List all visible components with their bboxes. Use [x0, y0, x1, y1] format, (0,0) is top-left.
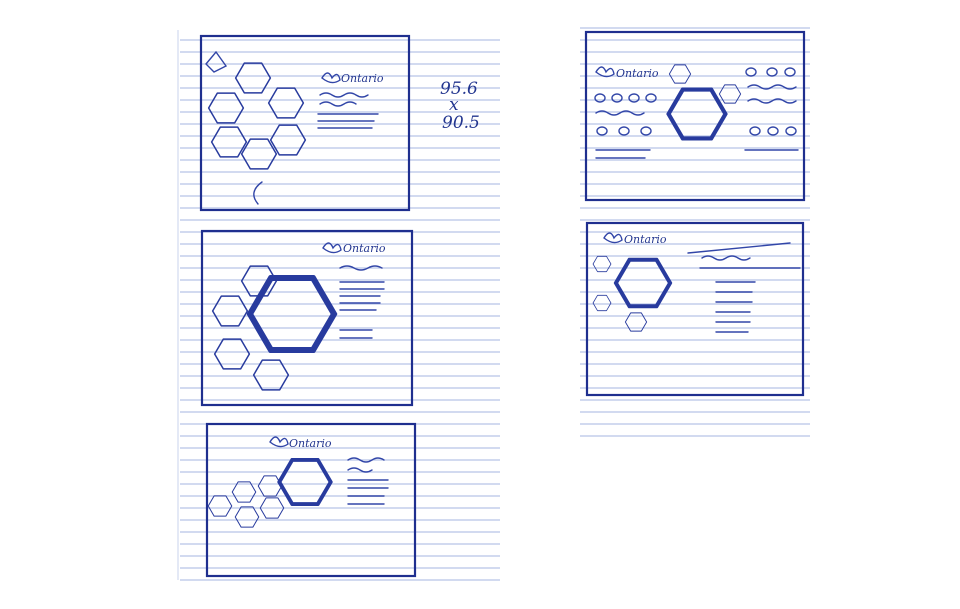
- hexagon-icon: [207, 92, 245, 124]
- hexagon-icon: [592, 294, 612, 312]
- hexagon-icon: [613, 257, 673, 309]
- circle-row-left-bottom: [596, 126, 652, 136]
- circle-row-right-bottom: [749, 126, 797, 136]
- hexagon-icon: [234, 506, 260, 528]
- hexagon-icon: [210, 126, 248, 158]
- hexagon-icon: [592, 255, 612, 273]
- circle-row-left-top: [594, 93, 657, 103]
- ruled-lines: [180, 27, 810, 581]
- logo-text: Ontario: [289, 437, 332, 450]
- hexagon-icon: [269, 124, 307, 156]
- sketch-1-frame: [199, 34, 411, 212]
- sketch-1-doodle-arc: [253, 181, 263, 205]
- hexagon-icon: [240, 138, 278, 170]
- trillium-logo-icon: [321, 72, 341, 84]
- text-line: [319, 101, 357, 107]
- sketch-4: Ontario: [584, 30, 806, 202]
- dimension-width: 95.6: [440, 79, 478, 99]
- logo-text: Ontario: [343, 242, 386, 255]
- hexagon-icon: [211, 295, 249, 327]
- sketch-5-frame: [585, 221, 805, 397]
- sketch-4-frame: [584, 30, 806, 202]
- hexagon-icon: [668, 64, 692, 84]
- dimension-by: x: [449, 95, 459, 115]
- sketch-1-hex-cluster: [207, 62, 307, 170]
- dimension-height: 90.5: [442, 113, 480, 133]
- trillium-logo-icon: [269, 436, 289, 448]
- dimension-note: 95.6 x 90.5: [440, 79, 480, 133]
- hexagon-icon: [267, 87, 305, 119]
- hexagon-icon: [666, 87, 728, 141]
- logo-text: Ontario: [616, 67, 659, 80]
- text-line: [747, 98, 797, 104]
- hexagon-icon: [277, 458, 333, 506]
- text-line: [687, 242, 791, 254]
- trillium-logo-icon: [603, 232, 623, 244]
- text-line: [701, 255, 751, 261]
- logo-text: Ontario: [624, 233, 667, 246]
- circle-row-right-top: [745, 67, 796, 77]
- trillium-logo-icon: [595, 66, 615, 78]
- sketch-5: Ontario: [585, 221, 805, 397]
- text-line: [347, 467, 373, 473]
- text-line: [595, 110, 645, 116]
- sketch-3-frame: [205, 422, 417, 578]
- logo-text: Ontario: [341, 72, 384, 85]
- hexagon-icon: [207, 495, 233, 517]
- sketch-2-frame: [200, 229, 414, 407]
- hexagon-icon: [231, 481, 257, 503]
- sketch-1-doodle: [205, 50, 228, 73]
- text-line: [319, 92, 369, 98]
- sketch-2: Ontario: [200, 229, 414, 407]
- hexagon-icon: [257, 475, 283, 497]
- sketch-3: Ontario: [205, 422, 417, 578]
- sketch-1: Ontario: [199, 34, 411, 212]
- trillium-logo-icon: [322, 242, 342, 254]
- text-line: [339, 265, 383, 271]
- text-line: [747, 84, 797, 90]
- text-line: [347, 457, 385, 463]
